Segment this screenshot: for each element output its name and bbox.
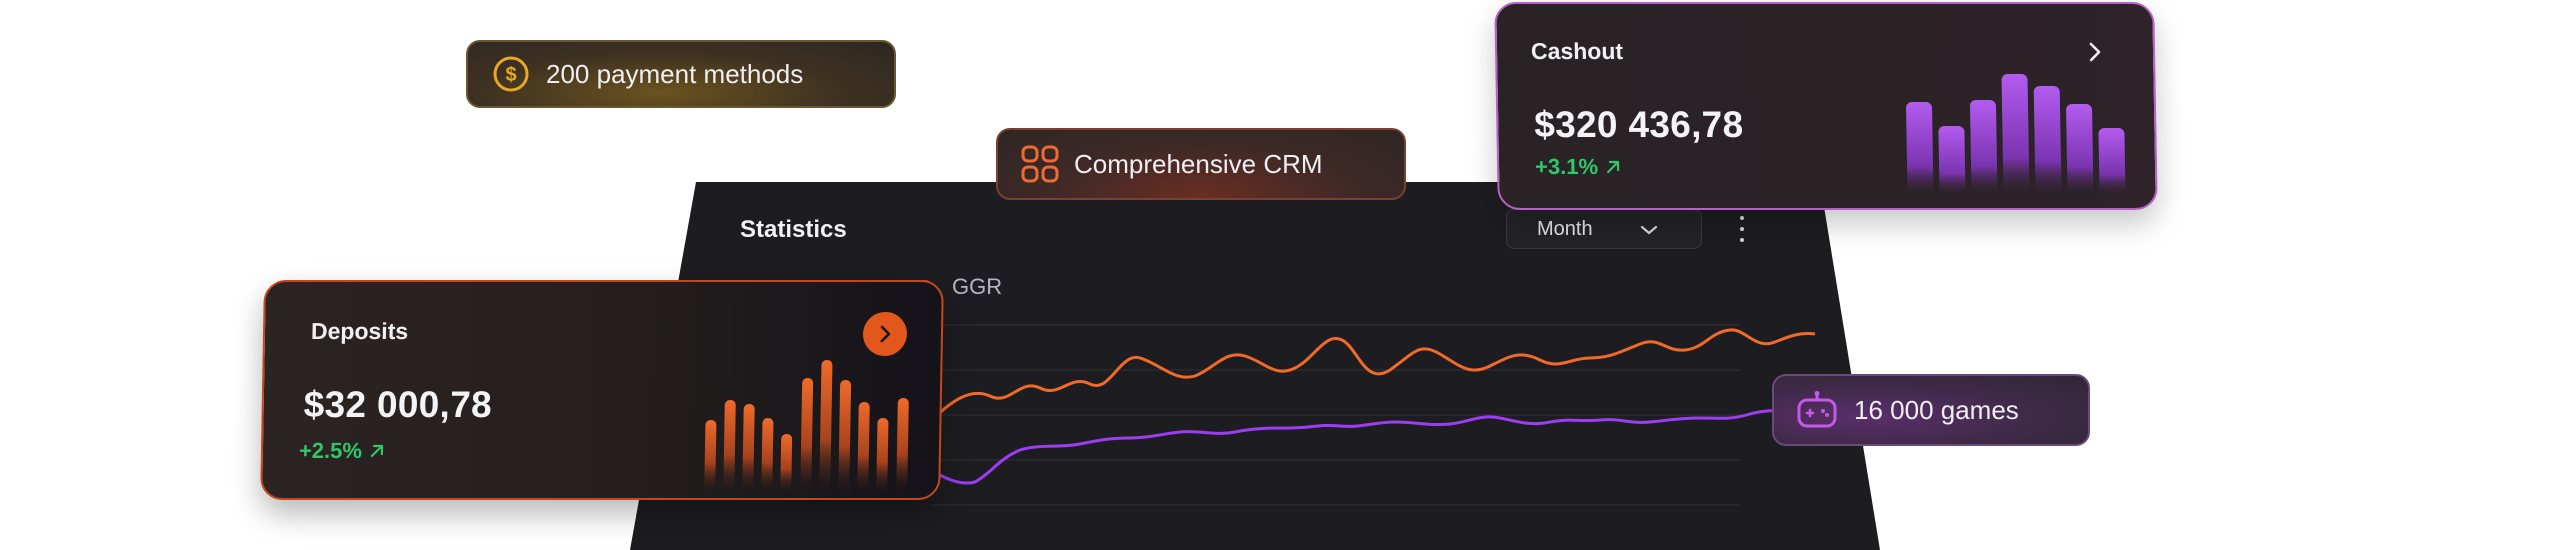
period-select[interactable]: Month — [1506, 209, 1702, 249]
cashout-change: +3.1% — [1535, 154, 1622, 180]
mini-bar — [2033, 86, 2062, 194]
deposits-card: Deposits $32 000,78 +2.5% — [260, 280, 944, 500]
statistics-chart — [928, 324, 1816, 506]
cashout-card: Cashout $320 436,78 +3.1% — [1494, 2, 2158, 210]
mini-bar — [876, 418, 889, 492]
chevron-right-icon[interactable] — [2079, 36, 2112, 68]
gamepad-icon — [1797, 391, 1837, 428]
mini-bar — [800, 378, 814, 492]
deposits-change: +2.5% — [299, 438, 386, 464]
legend-ggr-label: GGR — [952, 274, 1003, 299]
arrow-up-right-icon — [370, 444, 384, 458]
mini-bar — [838, 380, 852, 492]
chevron-down-icon — [1640, 225, 1658, 235]
mini-bar — [2098, 128, 2126, 194]
payment-methods-label: 200 payment methods — [546, 58, 804, 89]
mini-bar — [2066, 104, 2094, 194]
crm-label: Comprehensive CRM — [1074, 148, 1323, 179]
deposits-mini-bars — [704, 360, 909, 492]
mini-bar — [857, 402, 870, 492]
deposits-open-button[interactable] — [862, 312, 908, 356]
mini-bar — [1906, 102, 1934, 194]
mini-bar — [742, 404, 755, 492]
cashout-change-value: +3.1% — [1534, 154, 1599, 179]
dollar-coin-icon: $ — [493, 56, 529, 92]
mini-bar — [761, 418, 774, 492]
payment-methods-pill: $ 200 payment methods — [466, 40, 896, 108]
cashout-amount: $320 436,78 — [1533, 104, 1744, 145]
mini-bar — [1938, 126, 1966, 194]
mini-bar — [704, 420, 717, 492]
series-line-orange — [928, 328, 1816, 424]
cashout-mini-bars — [1906, 74, 2126, 194]
more-options-icon[interactable] — [1730, 212, 1754, 246]
crm-pill: Comprehensive CRM — [996, 128, 1406, 200]
deposits-title: Deposits — [310, 318, 409, 344]
deposits-amount: $32 000,78 — [303, 384, 493, 425]
mini-bar — [1969, 100, 1998, 194]
cashout-title: Cashout — [1530, 38, 1624, 64]
period-select-value: Month — [1537, 217, 1593, 240]
chart-gridlines — [930, 324, 1740, 506]
svg-text:$: $ — [505, 64, 516, 86]
deposits-change-value: +2.5% — [298, 438, 363, 463]
mini-bar — [2001, 74, 2030, 194]
mini-bar — [780, 434, 793, 492]
chevron-right-icon — [880, 325, 891, 343]
series-line-purple — [929, 408, 1816, 485]
mini-bar — [896, 398, 909, 492]
games-label: 16 000 games — [1854, 394, 2019, 425]
games-pill: 16 000 games — [1772, 374, 2090, 446]
statistics-title: Statistics — [740, 216, 847, 243]
grid-apps-icon — [1021, 145, 1059, 183]
mini-bar — [819, 360, 833, 492]
arrow-up-right-icon — [1607, 160, 1620, 174]
mini-bar — [723, 400, 736, 492]
